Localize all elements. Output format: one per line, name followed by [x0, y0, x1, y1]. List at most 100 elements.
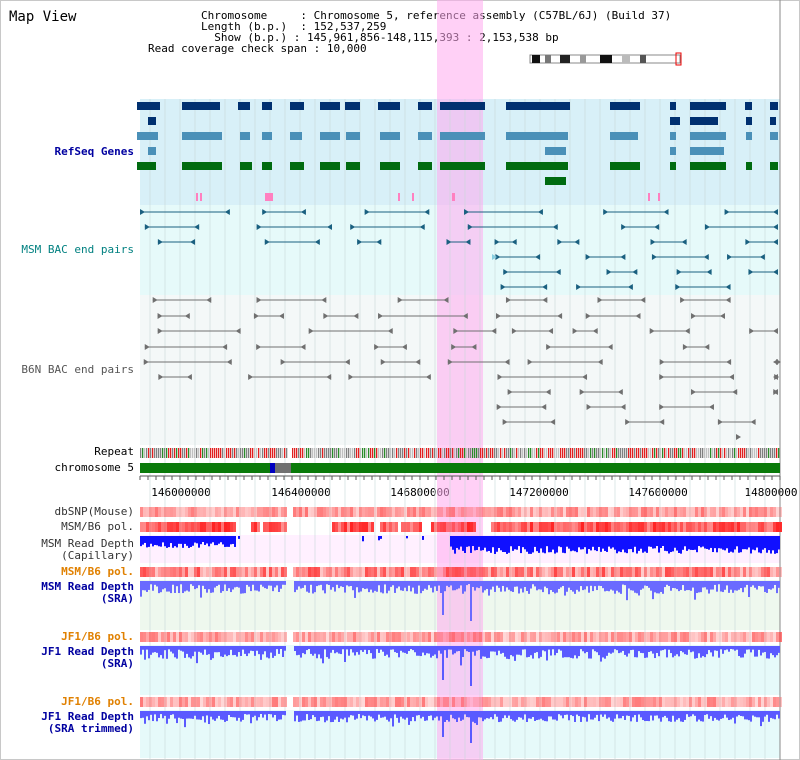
read-depth-bar — [198, 536, 200, 548]
read-depth-bar — [374, 581, 376, 591]
read-depth-bar — [764, 536, 766, 549]
heat-cell — [629, 522, 632, 532]
repeat-element — [504, 448, 506, 458]
read-depth-bar — [438, 646, 440, 651]
read-depth-bar — [608, 646, 610, 653]
read-depth-bar — [498, 646, 500, 651]
read-depth-bar — [320, 581, 322, 585]
read-depth-bar — [500, 581, 502, 592]
heat-cell — [656, 632, 659, 642]
read-depth-bar — [636, 581, 638, 594]
track-label-jf1-depth-sra[interactable]: JF1 Read Depth (SRA) — [41, 645, 134, 670]
heat-cell — [467, 632, 470, 642]
repeat-element — [186, 448, 188, 458]
heat-cell — [242, 632, 245, 642]
read-depth-bar — [590, 536, 592, 551]
track-label-jf1-depth-trimmed[interactable]: JF1 Read Depth (SRA trimmed) — [41, 710, 134, 735]
repeat-element — [660, 448, 662, 458]
read-depth-bar — [606, 646, 608, 656]
read-depth-bar — [212, 581, 214, 593]
read-depth-bar — [568, 581, 570, 588]
read-depth-bar — [422, 646, 424, 653]
read-depth-bar — [752, 581, 754, 586]
heat-cell — [185, 697, 188, 707]
read-depth-bar — [558, 536, 560, 547]
track-label-msm-depth-sra[interactable]: MSM Read Depth (SRA) — [41, 580, 134, 605]
heat-cell — [269, 697, 272, 707]
read-depth-bar — [690, 536, 692, 550]
heat-cell — [266, 567, 269, 577]
heat-cell — [698, 697, 701, 707]
heat-cell — [620, 632, 623, 642]
read-depth-bar — [218, 536, 220, 544]
track-label-b6n-bac[interactable]: B6N BAC end pairs — [21, 363, 134, 376]
bac-end-marker — [725, 297, 731, 303]
heat-cell — [404, 697, 407, 707]
read-depth-bar — [386, 581, 388, 594]
heat-cell — [443, 567, 446, 577]
read-depth-bar — [610, 581, 612, 590]
bac-end-marker — [344, 359, 350, 365]
heat-cell — [392, 697, 395, 707]
read-depth-bar — [312, 581, 314, 594]
heat-cell — [707, 697, 710, 707]
bac-end-marker — [502, 419, 508, 425]
heat-cell — [227, 632, 230, 642]
read-depth-bar — [718, 711, 720, 721]
read-depth-bar — [542, 536, 544, 553]
heat-cell — [506, 567, 509, 577]
track-label-dbsnp[interactable]: dbSNP(Mouse) — [54, 505, 134, 518]
track-label-msm-bac[interactable]: MSM BAC end pairs — [21, 243, 134, 256]
bac-end-marker — [691, 313, 697, 319]
read-depth-bar — [146, 711, 148, 717]
heat-cell — [524, 507, 527, 517]
read-depth-bar — [378, 711, 380, 715]
repeat-element — [502, 448, 504, 458]
read-depth-bar — [594, 711, 596, 718]
read-depth-bar — [230, 711, 232, 718]
read-depth-bar — [762, 711, 764, 722]
track-label-jf1-pol-2[interactable]: JF1/B6 pol. — [61, 695, 134, 708]
read-depth-bar — [382, 581, 384, 594]
heat-cell — [362, 567, 365, 577]
heat-cell — [263, 632, 266, 642]
track-label-jf1-pol[interactable]: JF1/B6 pol. — [61, 630, 134, 643]
read-depth-bar — [708, 536, 710, 550]
repeat-element — [702, 448, 704, 458]
heat-cell — [449, 567, 452, 577]
track-label-msm-pol-2[interactable]: MSM/B6 pol. — [61, 565, 134, 578]
read-depth-bar — [704, 711, 706, 715]
read-depth-bar — [696, 536, 698, 553]
heat-cell — [260, 697, 263, 707]
bac-end-marker — [186, 374, 192, 380]
heat-cell — [371, 567, 374, 577]
track-label-msm-depth-capillary[interactable]: MSM Read Depth (Capillary) — [41, 537, 134, 562]
heat-cell — [230, 507, 233, 517]
heat-cell — [440, 632, 443, 642]
track-label-refseq[interactable]: RefSeq Genes — [54, 145, 134, 158]
heat-cell — [332, 632, 335, 642]
read-depth-bar — [774, 646, 776, 658]
read-depth-bar — [592, 711, 594, 720]
read-depth-bar — [696, 711, 698, 722]
repeat-element — [336, 448, 338, 458]
read-depth-bar — [266, 581, 268, 589]
track-label-chromosome[interactable]: chromosome 5 — [54, 461, 134, 474]
track-label-repeat[interactable]: Repeat — [94, 445, 134, 458]
heat-cell — [371, 632, 374, 642]
heat-cell — [356, 632, 359, 642]
bac-end-marker — [606, 269, 612, 275]
read-depth-bar — [202, 581, 204, 586]
heat-cell — [506, 632, 509, 642]
repeat-element — [234, 448, 236, 458]
heat-cell — [395, 697, 398, 707]
track-label-msm-pol[interactable]: MSM/B6 pol. — [61, 520, 134, 533]
read-depth-bar — [340, 711, 342, 719]
heat-cell — [707, 567, 710, 577]
read-depth-bar — [264, 711, 266, 715]
heat-cell — [200, 522, 203, 532]
heat-cell — [743, 522, 746, 532]
read-depth-bar — [682, 581, 684, 586]
read-depth-bar — [352, 581, 354, 591]
